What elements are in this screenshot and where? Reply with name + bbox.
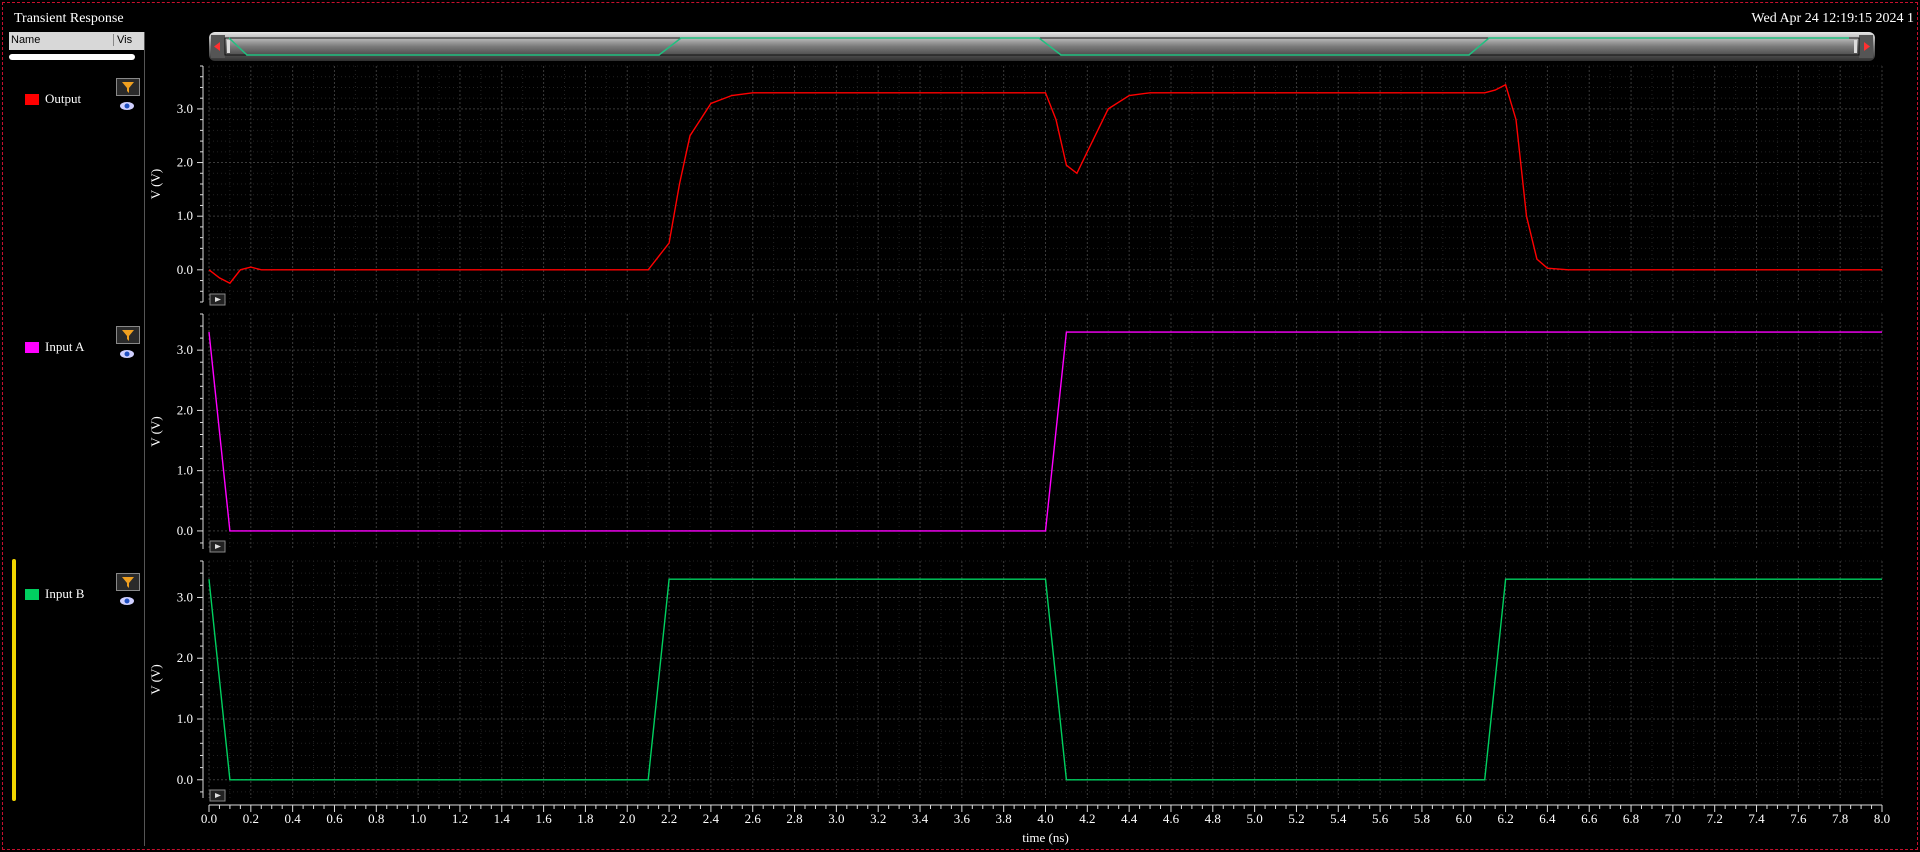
y-tick-label: 1.0 bbox=[177, 711, 193, 726]
x-tick-label: 5.4 bbox=[1330, 811, 1347, 826]
column-vis-header[interactable]: Vis bbox=[113, 34, 132, 46]
timestamp: Wed Apr 24 12:19:15 2024 1 bbox=[1751, 11, 1914, 26]
y-axis-label: V (V) bbox=[148, 416, 163, 446]
x-tick-label: 3.4 bbox=[912, 811, 929, 826]
eye-icon[interactable] bbox=[119, 593, 135, 605]
y-axis-label: V (V) bbox=[148, 664, 163, 694]
trace-list-header: Name Vis bbox=[9, 32, 144, 50]
eye-icon[interactable] bbox=[119, 346, 135, 358]
x-tick-label: 1.4 bbox=[494, 811, 511, 826]
x-tick-label: 6.2 bbox=[1497, 811, 1513, 826]
trace-label: Input A bbox=[45, 339, 85, 354]
y-axis-label: V (V) bbox=[148, 169, 163, 199]
x-tick-label: 1.0 bbox=[410, 811, 426, 826]
y-tick-label: 2.0 bbox=[177, 650, 193, 665]
x-tick-label: 1.6 bbox=[535, 811, 552, 826]
handle-left-grip bbox=[227, 40, 230, 53]
x-tick-label: 8.0 bbox=[1874, 811, 1890, 826]
color-swatch bbox=[25, 94, 39, 105]
right-arrow-icon bbox=[1864, 42, 1870, 51]
trace-line-input-b bbox=[208, 578, 1882, 781]
x-tick-label: 2.6 bbox=[745, 811, 762, 826]
selection-indicator bbox=[12, 559, 16, 801]
x-tick-label: 4.8 bbox=[1205, 811, 1221, 826]
trace-line-input-a bbox=[208, 331, 1882, 532]
x-tick-label: 7.4 bbox=[1748, 811, 1765, 826]
x-tick-label: 1.2 bbox=[452, 811, 468, 826]
color-swatch bbox=[25, 589, 39, 600]
y-tick-label: 3.0 bbox=[177, 589, 193, 604]
x-tick-label: 0.4 bbox=[285, 811, 302, 826]
x-tick-label: 2.8 bbox=[786, 811, 802, 826]
list-scrollbar[interactable] bbox=[9, 54, 135, 60]
zoom-overview-scrollbar[interactable] bbox=[209, 32, 1875, 61]
x-tick-label: 3.2 bbox=[870, 811, 886, 826]
x-tick-label: 0.0 bbox=[201, 811, 217, 826]
x-tick-label: 5.0 bbox=[1247, 811, 1263, 826]
y-tick-label: 0.0 bbox=[177, 262, 193, 277]
x-tick-label: 3.6 bbox=[954, 811, 971, 826]
filter-icon[interactable] bbox=[116, 326, 140, 344]
x-tick-label: 6.0 bbox=[1456, 811, 1472, 826]
y-tick-label: 1.0 bbox=[177, 463, 193, 478]
handle-right-grip bbox=[1854, 40, 1857, 53]
x-tick-label: 4.2 bbox=[1079, 811, 1095, 826]
x-tick-label: 2.0 bbox=[619, 811, 635, 826]
x-tick-label: 5.2 bbox=[1288, 811, 1304, 826]
x-tick-label: 3.0 bbox=[828, 811, 844, 826]
x-tick-label: 7.8 bbox=[1832, 811, 1848, 826]
play-icon bbox=[215, 793, 221, 798]
play-icon bbox=[215, 297, 221, 302]
x-tick-label: 5.8 bbox=[1414, 811, 1430, 826]
x-tick-label: 4.6 bbox=[1163, 811, 1180, 826]
y-tick-label: 2.0 bbox=[177, 402, 193, 417]
x-tick-label: 7.6 bbox=[1790, 811, 1807, 826]
eye-icon[interactable] bbox=[119, 98, 135, 110]
trace-line-output bbox=[208, 83, 1882, 285]
filter-icon[interactable] bbox=[116, 78, 140, 96]
overview-trace bbox=[228, 37, 1849, 56]
y-tick-label: 0.0 bbox=[177, 772, 193, 787]
x-tick-label: 6.6 bbox=[1581, 811, 1598, 826]
trace-row-output[interactable]: Output bbox=[9, 78, 144, 116]
trace-list-panel: Name Vis Output Input A Input B bbox=[9, 32, 145, 846]
x-tick-label: 4.0 bbox=[1037, 811, 1053, 826]
trace-row-input-a[interactable]: Input A bbox=[9, 326, 144, 364]
x-tick-label: 5.6 bbox=[1372, 811, 1389, 826]
column-name-header[interactable]: Name bbox=[11, 34, 41, 46]
left-arrow-icon bbox=[214, 42, 220, 51]
x-axis-label: time (ns) bbox=[1022, 830, 1069, 845]
window-title: Transient Response bbox=[14, 11, 124, 26]
x-tick-label: 6.8 bbox=[1623, 811, 1639, 826]
x-tick-label: 2.2 bbox=[661, 811, 677, 826]
play-icon bbox=[215, 544, 221, 549]
y-tick-label: 0.0 bbox=[177, 523, 193, 538]
color-swatch bbox=[25, 342, 39, 353]
x-tick-label: 7.0 bbox=[1665, 811, 1681, 826]
overview-track bbox=[209, 32, 1875, 61]
x-tick-label: 7.2 bbox=[1707, 811, 1723, 826]
y-tick-label: 1.0 bbox=[177, 208, 193, 223]
trace-label: Output bbox=[45, 91, 82, 106]
y-tick-label: 3.0 bbox=[177, 101, 193, 116]
y-tick-label: 2.0 bbox=[177, 155, 193, 170]
filter-icon[interactable] bbox=[116, 573, 140, 591]
x-tick-label: 6.4 bbox=[1539, 811, 1556, 826]
trace-row-input-b[interactable]: Input B bbox=[9, 573, 144, 611]
x-tick-label: 0.2 bbox=[243, 811, 259, 826]
x-tick-label: 0.6 bbox=[326, 811, 343, 826]
x-tick-label: 2.4 bbox=[703, 811, 720, 826]
viewport-handle bbox=[224, 37, 1860, 56]
y-tick-label: 3.0 bbox=[177, 342, 193, 357]
trace-label: Input B bbox=[45, 586, 85, 601]
x-tick-label: 4.4 bbox=[1121, 811, 1138, 826]
x-tick-label: 0.8 bbox=[368, 811, 384, 826]
x-tick-label: 1.8 bbox=[577, 811, 593, 826]
x-tick-label: 3.8 bbox=[996, 811, 1012, 826]
